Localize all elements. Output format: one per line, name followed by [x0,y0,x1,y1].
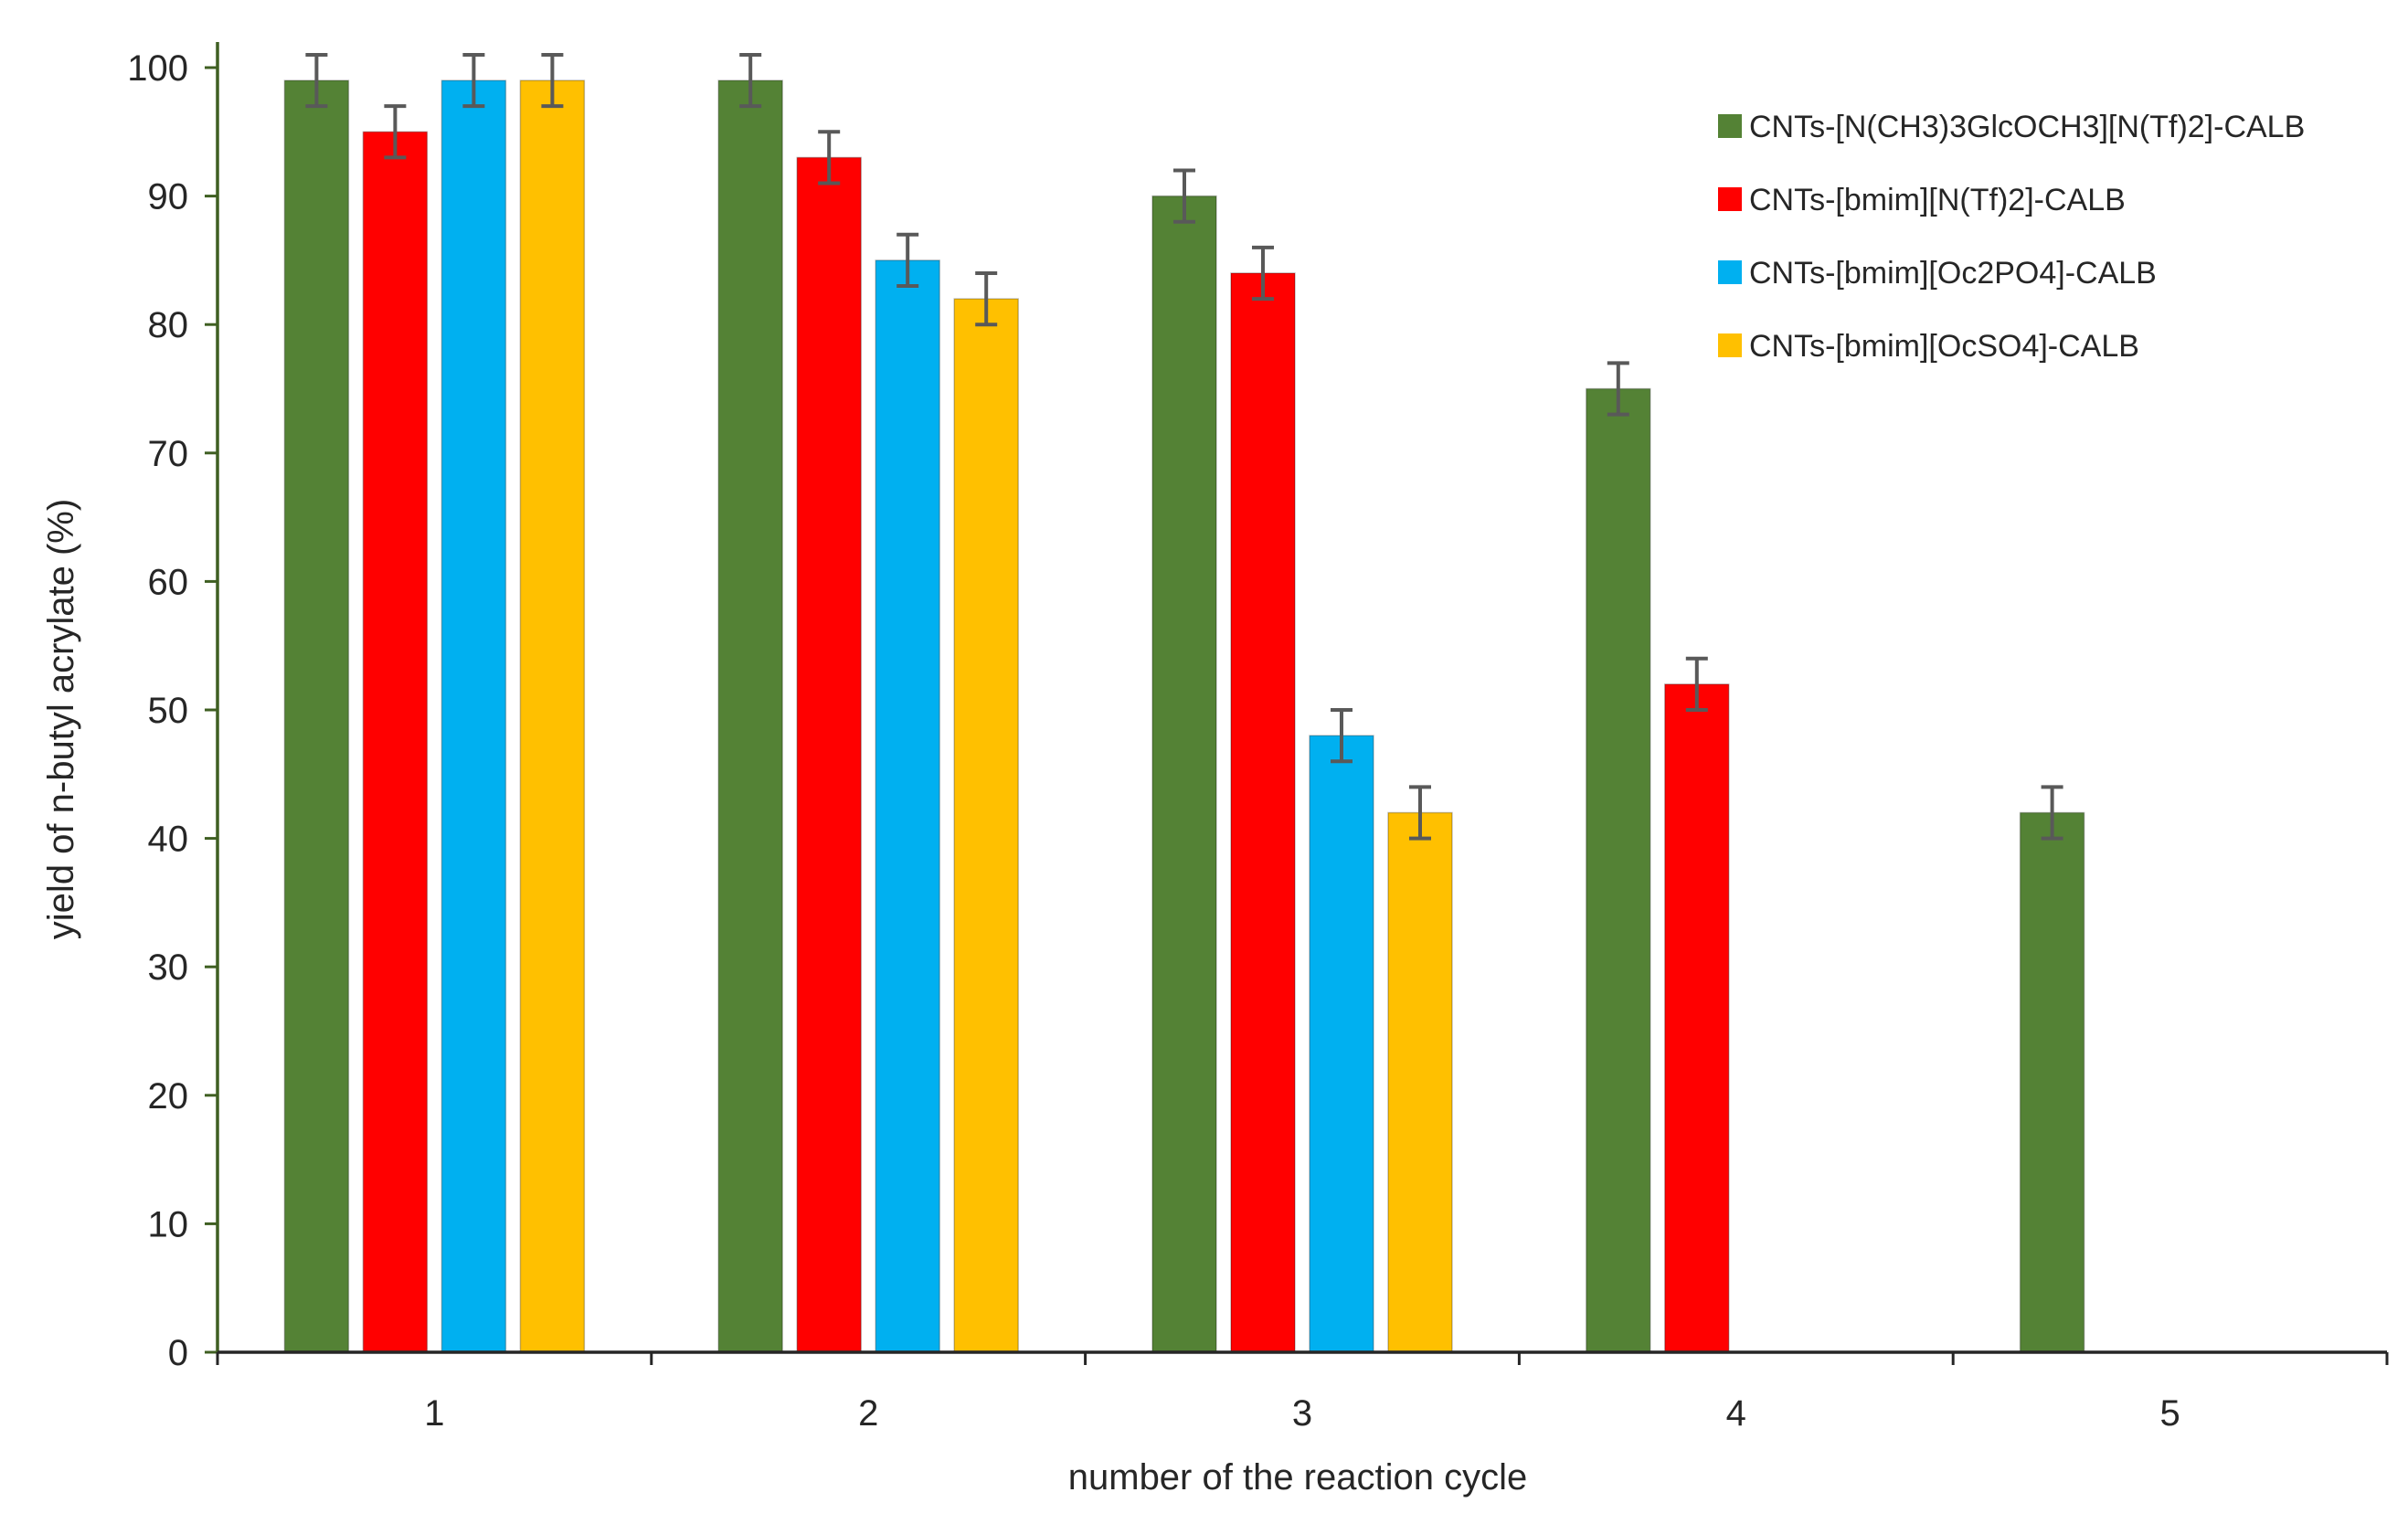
x-ticks-layer: 1 2 3 4 5 [216,1352,2389,1434]
error-bar-series3-cycle3 [1331,708,1353,764]
error-bar-series1-cycle5 [2041,785,2063,841]
y-axis-title: yield of n-butyl acrylate (%) [41,499,81,939]
y-tick-label: 90 [148,177,189,217]
bar-series4-cycle2 [953,298,1019,1353]
x-tick-label: 3 [1292,1393,1312,1434]
y-ticks-layer: 0 10 20 30 40 50 60 70 80 90 100 [127,48,217,1373]
error-bar-series1-cycle3 [1173,168,1195,224]
bar-series1-cycle3 [1151,195,1217,1353]
bar-series2-cycle4 [1664,683,1730,1353]
legend-swatch [1718,187,1742,211]
error-bar-series2-cycle1 [384,104,407,160]
legend-label: CNTs-[bmim][Oc2PO4]-CALB [1749,256,2157,291]
bar-series1-cycle4 [1586,387,1651,1353]
error-bar-series3-cycle1 [462,52,485,109]
legend-label: CNTs-[bmim][N(Tf)2]-CALB [1749,183,2126,217]
legend-item-series1: CNTs-[N(CH3)3GlcOCH3][N(Tf)2]-CALB [1718,110,2305,144]
error-bar-series4-cycle2 [975,270,998,327]
y-tick-label: 30 [148,947,189,988]
x-tick-label: 5 [2159,1393,2180,1434]
legend-swatch [1718,114,1742,138]
x-tick-label: 2 [858,1393,878,1434]
y-tick-label: 10 [148,1204,189,1244]
x-tick-label: 1 [424,1393,444,1434]
y-tick-label: 50 [148,691,189,731]
error-bar-series1-cycle4 [1607,361,1629,417]
legend-label: CNTs-[bmim][OcSO4]-CALB [1749,329,2139,364]
bar-series2-cycle3 [1230,272,1296,1353]
y-tick-label: 70 [148,434,189,474]
axes-layer [216,42,2387,1354]
legend-item-series2: CNTs-[bmim][N(Tf)2]-CALB [1718,183,2126,217]
error-bar-series1-cycle2 [739,52,762,109]
bar-series1-cycle2 [717,79,783,1353]
legend-item-series3: CNTs-[bmim][Oc2PO4]-CALB [1718,256,2157,291]
legend-item-series4: CNTs-[bmim][OcSO4]-CALB [1718,329,2139,364]
error-bar-series2-cycle2 [818,130,841,185]
bar-series3-cycle3 [1309,735,1374,1353]
legend-swatch [1718,333,1742,357]
bar-series2-cycle2 [796,156,862,1353]
y-tick-label: 20 [148,1076,189,1117]
error-bar-series1-cycle1 [305,52,328,109]
legend: CNTs-[N(CH3)3GlcOCH3][N(Tf)2]-CALB CNTs-[… [1718,110,2305,364]
y-tick-label: 100 [127,48,188,89]
error-bars-layer [305,52,2063,841]
y-tick-label: 60 [148,562,189,602]
bar-series4-cycle1 [519,79,586,1353]
error-bar-series2-cycle3 [1252,245,1274,302]
bar-series4-cycle3 [1387,811,1453,1353]
legend-label: CNTs-[N(CH3)3GlcOCH3][N(Tf)2]-CALB [1749,110,2305,144]
bar-series2-cycle1 [362,131,429,1353]
x-axis-title: number of the reaction cycle [1068,1457,1527,1498]
bar-series1-cycle1 [283,79,350,1353]
error-bar-series4-cycle3 [1409,785,1431,841]
bar-series1-cycle5 [2019,811,2085,1353]
legend-swatch [1718,260,1742,284]
bar-series3-cycle1 [440,79,507,1353]
y-tick-label: 40 [148,820,189,860]
error-bar-series4-cycle1 [541,52,564,109]
y-tick-label: 0 [168,1333,188,1373]
bars-layer [283,79,2085,1353]
error-bar-series3-cycle2 [896,232,919,289]
error-bar-series2-cycle4 [1685,656,1708,712]
bar-series3-cycle2 [875,259,940,1353]
y-tick-label: 80 [148,305,189,345]
x-tick-label: 4 [1726,1393,1746,1434]
